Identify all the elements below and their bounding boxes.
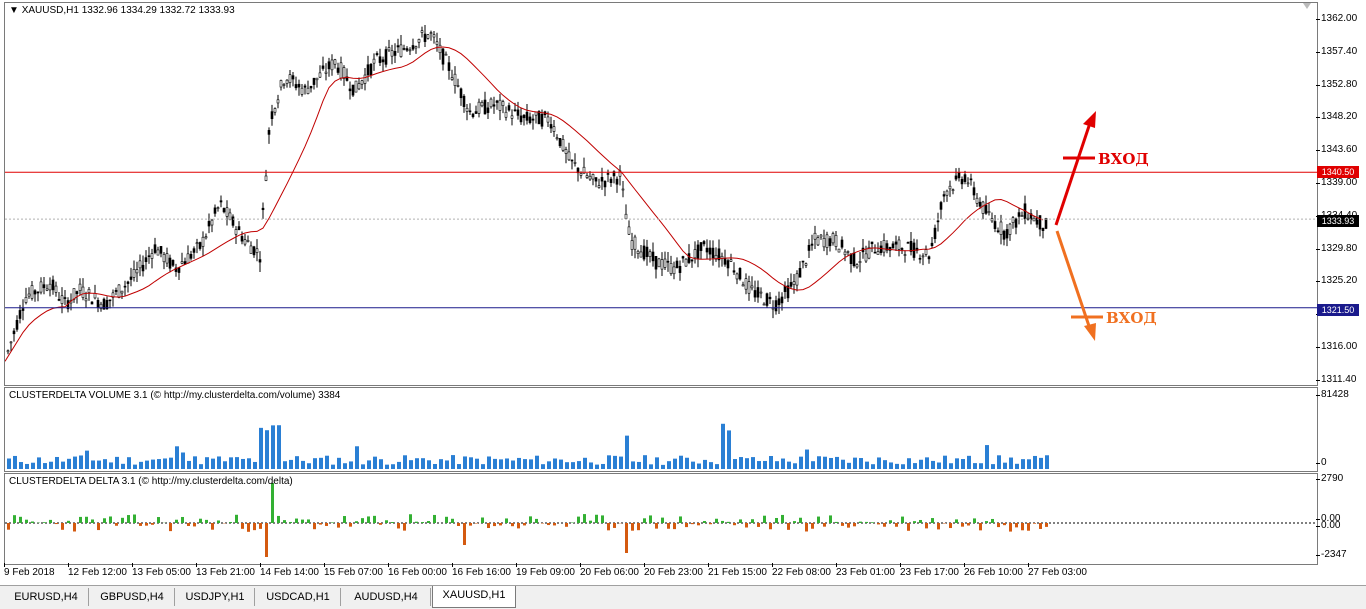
scroll-marker-icon[interactable] <box>1303 3 1311 9</box>
current-price-tag: 1333.93 <box>1317 215 1359 227</box>
time-tick: 26 Feb 10:00 <box>964 567 1023 578</box>
time-axis: 9 Feb 2018 12 Feb 12:00 13 Feb 05:00 13 Feb… <box>0 564 1316 580</box>
tab-eurusd-h4[interactable]: EURUSD,H4 <box>4 588 89 606</box>
time-tick: 19 Feb 09:00 <box>516 567 575 578</box>
delta-tick-min: -2347 <box>1321 549 1347 560</box>
entry-down-arrow: ВХОД <box>1057 231 1157 341</box>
price-axis: 1362.00 1357.40 1352.80 1348.20 1343.60 1339.… <box>1317 2 1366 384</box>
price-chart[interactable]: ВХОД ВХОД ▼ XAUUSD,H1 1332.96 1334.29 13… <box>4 2 1318 386</box>
delta-indicator-label: CLUSTERDELTA DELTA 3.1 (© http://my.clus… <box>9 476 293 487</box>
price-chart-canvas: ВХОД ВХОД <box>5 3 1317 385</box>
time-tick: 20 Feb 23:00 <box>644 567 703 578</box>
time-tick: 23 Feb 01:00 <box>836 567 895 578</box>
price-tick: 1348.20 <box>1321 111 1357 122</box>
time-tick: 14 Feb 14:00 <box>260 567 319 578</box>
volume-indicator-label: CLUSTERDELTA VOLUME 3.1 (© http://my.clu… <box>9 390 340 401</box>
tab-audusd-h4[interactable]: AUDUSD,H4 <box>342 588 431 606</box>
time-tick: 9 Feb 2018 <box>4 567 55 578</box>
price-tick: 1325.20 <box>1321 275 1357 286</box>
volume-tick-max: 81428 <box>1321 389 1349 400</box>
moving-average-line <box>5 47 1043 361</box>
volume-indicator-pane[interactable]: CLUSTERDELTA VOLUME 3.1 (© http://my.clu… <box>4 387 1318 472</box>
time-tick: 21 Feb 15:00 <box>708 567 767 578</box>
time-tick: 27 Feb 03:00 <box>1028 567 1087 578</box>
entry-up-label: ВХОД <box>1098 150 1149 168</box>
time-tick: 20 Feb 06:00 <box>580 567 639 578</box>
price-tick: 1343.60 <box>1321 144 1357 155</box>
time-tick: 16 Feb 16:00 <box>452 567 511 578</box>
entry-up-arrow: ВХОД <box>1056 111 1149 225</box>
time-tick: 15 Feb 07:00 <box>324 567 383 578</box>
price-tick: 1316.00 <box>1321 341 1357 352</box>
delta-tick-max: 2790 <box>1321 473 1343 484</box>
entry-down-label: ВХОД <box>1106 309 1157 327</box>
delta-axis: 2790 0.00 0.00 -2347 <box>1317 473 1366 563</box>
collapse-triangle-icon[interactable]: ▼ <box>9 5 19 16</box>
delta-indicator-pane[interactable]: CLUSTERDELTA DELTA 3.1 (© http://my.clus… <box>4 473 1318 565</box>
tab-usdjpy-h1[interactable]: USDJPY,H1 <box>176 588 255 606</box>
price-tick: 1352.80 <box>1321 79 1357 90</box>
price-tick: 1329.80 <box>1321 243 1357 254</box>
support-price-tag: 1321.50 <box>1317 304 1359 316</box>
volume-axis: 81428 0 <box>1317 387 1366 470</box>
price-tick: 1339.00 <box>1321 177 1357 188</box>
tab-xauusd-h1[interactable]: XAUUSD,H1 <box>432 586 516 608</box>
price-tick: 1357.40 <box>1321 46 1357 57</box>
price-tick: 1362.00 <box>1321 13 1357 24</box>
delta-tick-zero-b: 0.00 <box>1321 520 1340 531</box>
time-tick: 13 Feb 21:00 <box>196 567 255 578</box>
symbol-info: ▼ XAUUSD,H1 1332.96 1334.29 1332.72 1333… <box>9 5 235 16</box>
delta-bars <box>5 474 1317 564</box>
time-tick: 22 Feb 08:00 <box>772 567 831 578</box>
time-tick: 23 Feb 17:00 <box>900 567 959 578</box>
candlesticks <box>7 25 1047 354</box>
tab-gbpusd-h4[interactable]: GBPUSD,H4 <box>90 588 175 606</box>
time-tick: 13 Feb 05:00 <box>132 567 191 578</box>
resistance-price-tag: 1340.50 <box>1317 166 1359 178</box>
time-tick: 12 Feb 12:00 <box>68 567 127 578</box>
price-tick: 1311.40 <box>1321 374 1356 385</box>
tab-usdcad-h1[interactable]: USDCAD,H1 <box>256 588 341 606</box>
volume-tick-zero: 0 <box>1321 457 1327 468</box>
time-tick: 16 Feb 00:00 <box>388 567 447 578</box>
